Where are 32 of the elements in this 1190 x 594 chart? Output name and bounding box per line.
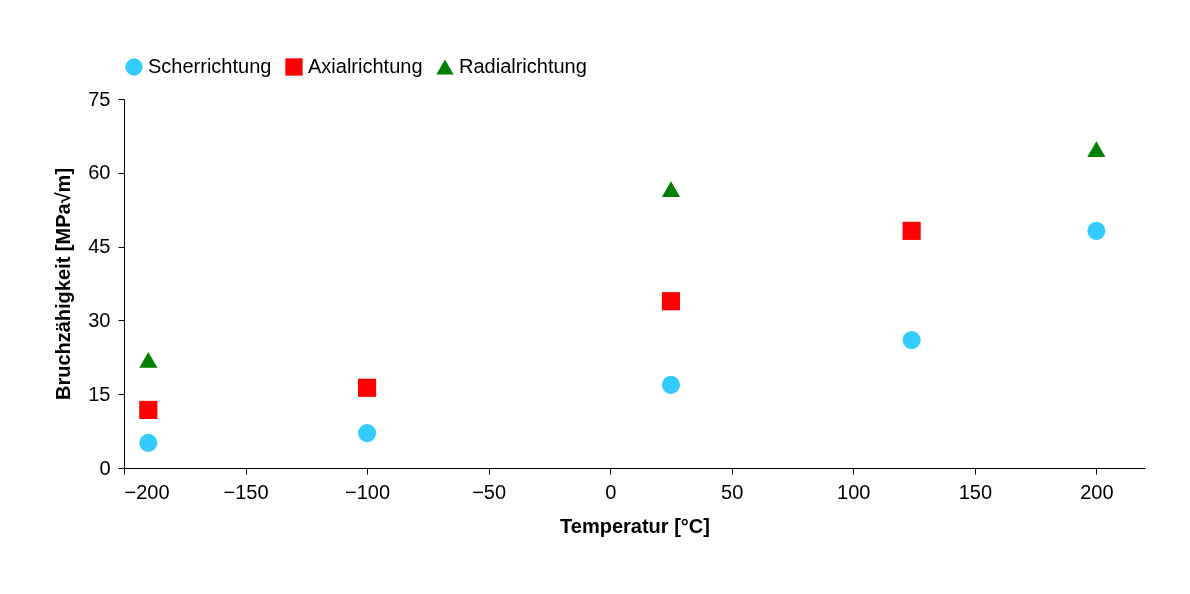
x-tick-label: 50 [721,480,744,503]
point [661,292,681,311]
point [139,400,158,420]
point [902,331,921,350]
x-tick-label: 200 [1080,480,1114,503]
legend-label: Radialrichtung [459,55,587,77]
y-axis-title: Bruchzähigkeit [MPa√m] [52,167,75,401]
point [358,378,377,397]
y-tick-label: 0 [99,456,111,479]
x-tick-label: −200 [124,480,170,503]
y-tick-label: 15 [88,382,111,405]
point [1087,141,1106,158]
point [139,433,158,452]
x-tick-label: 150 [958,480,993,503]
x-tick-label: 100 [837,480,871,503]
x-tick-label: −50 [472,480,507,503]
y-tick-label: 60 [88,161,111,184]
y-tick-label: 30 [88,308,111,331]
x-axis-title: Temperatur [°C] [560,514,710,537]
legend-label: Scherrichtung [148,55,272,77]
point [1087,221,1106,240]
y-tick-label: 45 [88,235,111,258]
y-tick-label: 75 [88,87,111,110]
x-tick-label: 0 [605,480,617,503]
point [661,181,681,197]
point [358,424,377,443]
x-tick-label: −100 [345,480,391,503]
point [139,351,158,368]
point [661,375,681,394]
legend-label: Axialrichtung [308,55,423,77]
x-tick-label: −150 [223,480,269,503]
point [902,221,921,240]
